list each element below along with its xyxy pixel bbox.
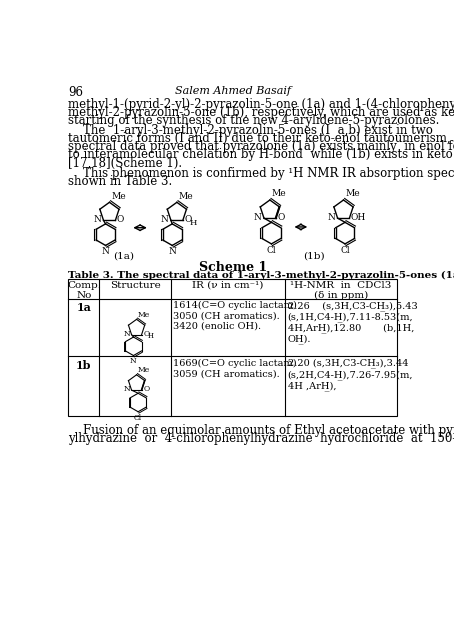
Text: Me: Me bbox=[138, 310, 150, 319]
Text: methyl-2-pyrazolin-5-one (1b), respectively, which are used as key: methyl-2-pyrazolin-5-one (1b), respectiv… bbox=[69, 106, 454, 118]
Text: O: O bbox=[277, 213, 285, 222]
Text: 2.20 (s,3H,C3-CH̲₃),3.44
(s,2H,C4-H̲),7.26-7.95(m,
4H ,ArH̲),: 2.20 (s,3H,C3-CH̲₃),3.44 (s,2H,C4-H̲),7.… bbox=[288, 358, 413, 391]
Text: N: N bbox=[161, 215, 168, 224]
Text: Salem Ahmed Basaif: Salem Ahmed Basaif bbox=[175, 86, 291, 96]
Text: N: N bbox=[168, 247, 176, 256]
Text: N: N bbox=[327, 213, 335, 222]
Text: Scheme 1: Scheme 1 bbox=[198, 261, 267, 274]
Text: ¹H-NMR  in  CDCl3
(δ in ppm): ¹H-NMR in CDCl3 (δ in ppm) bbox=[291, 281, 392, 300]
Text: Cl: Cl bbox=[340, 246, 350, 255]
Text: O: O bbox=[143, 330, 149, 338]
Text: (1a): (1a) bbox=[113, 252, 134, 260]
Text: ylhydrazine  or  4-chlorophenylhydrazine  hydrochloride  at  150-160  °C: ylhydrazine or 4-chlorophenylhydrazine h… bbox=[69, 432, 454, 445]
Text: N: N bbox=[94, 215, 101, 224]
Text: Structure: Structure bbox=[110, 281, 160, 290]
Text: Table 3. The spectral data of 1-aryl-3-methyl-2-pyrazolin-5-ones (1a,b).: Table 3. The spectral data of 1-aryl-3-m… bbox=[69, 271, 454, 280]
Bar bbox=[69, 279, 397, 417]
Text: OH: OH bbox=[351, 213, 366, 222]
Text: Me: Me bbox=[178, 192, 193, 201]
Text: Cl: Cl bbox=[266, 246, 276, 255]
Text: 1a: 1a bbox=[76, 303, 91, 314]
Text: tautomeric forms (I and II) due to their keto-enol tautoumerism, The: tautomeric forms (I and II) due to their… bbox=[69, 132, 454, 145]
Text: Me: Me bbox=[138, 366, 150, 374]
Text: The  1-aryl-3-methyl-2-pyrazolin-5-ones (I  a,b) exist in two: The 1-aryl-3-methyl-2-pyrazolin-5-ones (… bbox=[69, 124, 433, 137]
Text: O: O bbox=[184, 215, 192, 224]
Text: 1b: 1b bbox=[76, 360, 92, 371]
Text: Fusion of an equimolar amounts of Ethyl acetoacetate with pyrid-2-: Fusion of an equimolar amounts of Ethyl … bbox=[69, 424, 454, 437]
Text: 2.26    (s,3H,C3-CH̲₃),5.43
(s,1H,C4-H̲),7.11-8.53(m,
4H,ArH̲),12.80       (b,1H: 2.26 (s,3H,C3-CH̲₃),5.43 (s,1H,C4-H̲),7.… bbox=[288, 301, 417, 344]
Text: O: O bbox=[117, 215, 124, 224]
Text: N: N bbox=[102, 247, 109, 256]
Text: H: H bbox=[190, 219, 197, 227]
Text: [17,18](Scheme 1).: [17,18](Scheme 1). bbox=[69, 157, 183, 170]
Text: 96: 96 bbox=[69, 86, 84, 99]
Text: N: N bbox=[130, 357, 137, 365]
Text: 1669(C=O cyclic lactam)
3059 (CH aromatics).: 1669(C=O cyclic lactam) 3059 (CH aromati… bbox=[173, 358, 296, 378]
Text: Me: Me bbox=[345, 189, 360, 198]
Text: methyl-1-(pyrid-2-yl)-2-pyrazolin-5-one (1a) and 1-(4-chlorophenyl)-3-: methyl-1-(pyrid-2-yl)-2-pyrazolin-5-one … bbox=[69, 97, 454, 111]
Text: spectral data proved that pyrazolone (1a) exists mainly  in enol form due: spectral data proved that pyrazolone (1a… bbox=[69, 140, 454, 154]
Text: (1b): (1b) bbox=[303, 252, 325, 260]
Text: N: N bbox=[123, 385, 130, 394]
Text: O: O bbox=[143, 385, 149, 394]
Text: Me: Me bbox=[271, 189, 286, 198]
Text: This phenomenon is confirmed by ¹H NMR IR absorption spectra as: This phenomenon is confirmed by ¹H NMR I… bbox=[69, 167, 454, 180]
Text: to interamolecular chelation by H-bond  while (1b) exists in keto form: to interamolecular chelation by H-bond w… bbox=[69, 148, 454, 161]
Text: Me: Me bbox=[111, 192, 126, 201]
Text: Cl: Cl bbox=[134, 414, 142, 422]
Text: IR (ν in cm⁻¹): IR (ν in cm⁻¹) bbox=[192, 281, 264, 290]
Text: N: N bbox=[254, 213, 262, 222]
Text: H: H bbox=[148, 332, 154, 340]
Text: 1614(C=O cyclic lactam)
3050 (CH aromatics).
3420 (enolic OH).: 1614(C=O cyclic lactam) 3050 (CH aromati… bbox=[173, 301, 297, 331]
Text: starting of the synthesis of the new 4-arylidene-5-pyrazolones.: starting of the synthesis of the new 4-a… bbox=[69, 114, 440, 127]
Text: shown in Table 3.: shown in Table 3. bbox=[69, 175, 173, 188]
Text: Comp.
No: Comp. No bbox=[67, 281, 101, 300]
Text: N: N bbox=[123, 330, 130, 338]
